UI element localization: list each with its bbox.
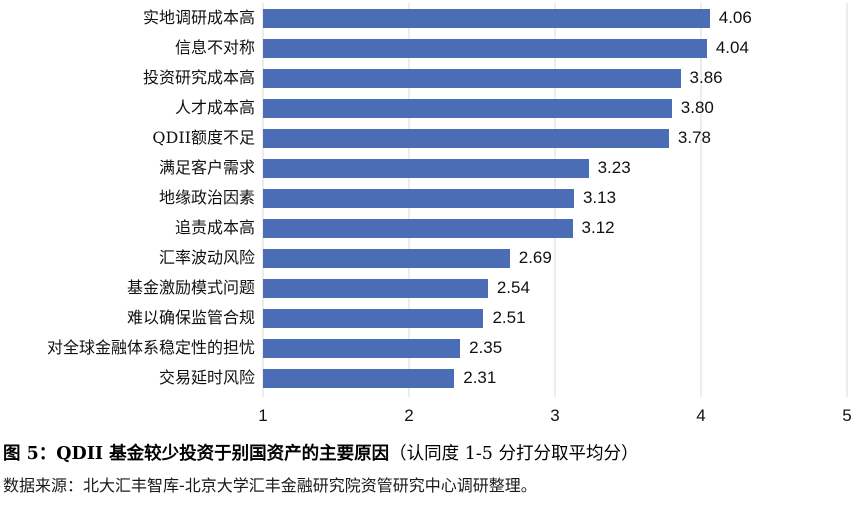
x-tick-label: 4: [696, 406, 706, 425]
bar-row: 基金激励模式问题 2.54: [0, 273, 863, 303]
bar-track: 2.51: [263, 308, 847, 328]
bar-track: 4.04: [263, 38, 847, 58]
bar-row: 汇率波动风险 2.69: [0, 243, 863, 273]
bar: [263, 248, 510, 268]
category-label: 基金激励模式问题: [126, 278, 255, 297]
bar: [263, 128, 669, 148]
bar: [263, 368, 455, 388]
bar-row: 人才成本高 3.80: [0, 93, 863, 123]
value-label: 3.23: [597, 158, 631, 177]
bar-track: 3.12: [263, 218, 847, 238]
bar: [263, 38, 707, 58]
bar-rows: 实地调研成本高 4.06 信息不对称 4.04 投资研究成本高 3.86 人才成本高 3.80…: [0, 3, 863, 393]
bar: [263, 188, 574, 208]
bar: [263, 218, 573, 238]
x-tick-label: 1: [258, 406, 268, 425]
bar-row: 难以确保监管合规 2.51: [0, 303, 863, 333]
category-label: 对全球金融体系稳定性的担忧: [46, 338, 255, 357]
category-label: 难以确保监管合规: [126, 308, 255, 327]
category-label: 追责成本高: [174, 218, 255, 237]
bar-row: 交易延时风险 2.31: [0, 363, 863, 393]
value-label: 3.86: [689, 68, 723, 87]
bar-chart: 实地调研成本高 4.06 信息不对称 4.04 投资研究成本高 3.86 人才成本高 3.80…: [0, 3, 863, 430]
bar: [263, 68, 681, 88]
value-label: 3.13: [582, 188, 617, 207]
figure-caption: 图 5：QDII 基金较少投资于别国资产的主要原因（认同度 1-5 分打分取平均…: [3, 442, 859, 467]
category-label: 地缘政治因素: [158, 188, 255, 207]
x-tick-label: 3: [550, 406, 560, 425]
bar: [263, 98, 672, 118]
bar-track: 3.13: [263, 188, 847, 208]
bar-row: 投资研究成本高 3.86: [0, 63, 863, 93]
category-label: 人才成本高: [174, 98, 255, 117]
x-axis: 1 2 3 4 5: [258, 406, 851, 430]
bar-track: 2.35: [263, 338, 847, 358]
bar-row: 满足客户需求 3.23: [0, 153, 863, 183]
bar-row: 对全球金融体系稳定性的担忧 2.35: [0, 333, 863, 363]
bar-track: 2.31: [263, 368, 847, 388]
bar-row: QDII额度不足 3.78: [0, 123, 863, 153]
bar-track: 3.78: [263, 128, 847, 148]
bar: [263, 158, 589, 178]
value-label: 3.12: [581, 218, 615, 237]
value-label: 3.78: [677, 128, 711, 147]
value-label: 3.80: [680, 98, 714, 117]
data-source-line: 数据来源：北大汇丰智库-北京大学汇丰金融研究院资管研究中心调研整理。: [3, 476, 537, 495]
bar: [263, 308, 484, 328]
bar-track: 3.23: [263, 158, 847, 178]
bar: [263, 278, 488, 298]
value-label: 4.04: [715, 38, 749, 57]
figure-caption-note: （认同度 1-5 分打分取平均分）: [389, 444, 639, 464]
value-label: 2.69: [518, 248, 552, 267]
category-label: 信息不对称: [174, 38, 255, 57]
category-label: 满足客户需求: [158, 158, 255, 177]
category-label: 实地调研成本高: [142, 8, 255, 27]
bar-track: 2.69: [263, 248, 847, 268]
category-label: QDII额度不足: [152, 128, 255, 147]
x-tick-label: 5: [842, 406, 852, 425]
value-label: 2.51: [492, 308, 526, 327]
bar-track: 4.06: [263, 8, 847, 28]
bar-row: 追责成本高 3.12: [0, 213, 863, 243]
bar-track: 3.80: [263, 98, 847, 118]
bar-row: 信息不对称 4.04: [0, 33, 863, 63]
category-label: 交易延时风险: [158, 368, 255, 387]
bar: [263, 338, 461, 358]
x-tick-label: 2: [404, 406, 414, 425]
value-label: 2.31: [463, 368, 497, 387]
bar-track: 2.54: [263, 278, 847, 298]
bar-row: 实地调研成本高 4.06: [0, 3, 863, 33]
category-label: 投资研究成本高: [142, 68, 255, 87]
value-label: 2.35: [469, 338, 503, 357]
bar-row: 地缘政治因素 3.13: [0, 183, 863, 213]
value-label: 2.54: [496, 278, 530, 297]
value-label: 4.06: [718, 8, 752, 27]
bar: [263, 8, 710, 28]
figure-caption-title: 图 5：QDII 基金较少投资于别国资产的主要原因: [3, 444, 390, 464]
category-label: 汇率波动风险: [158, 248, 255, 267]
bar-track: 3.86: [263, 68, 847, 88]
